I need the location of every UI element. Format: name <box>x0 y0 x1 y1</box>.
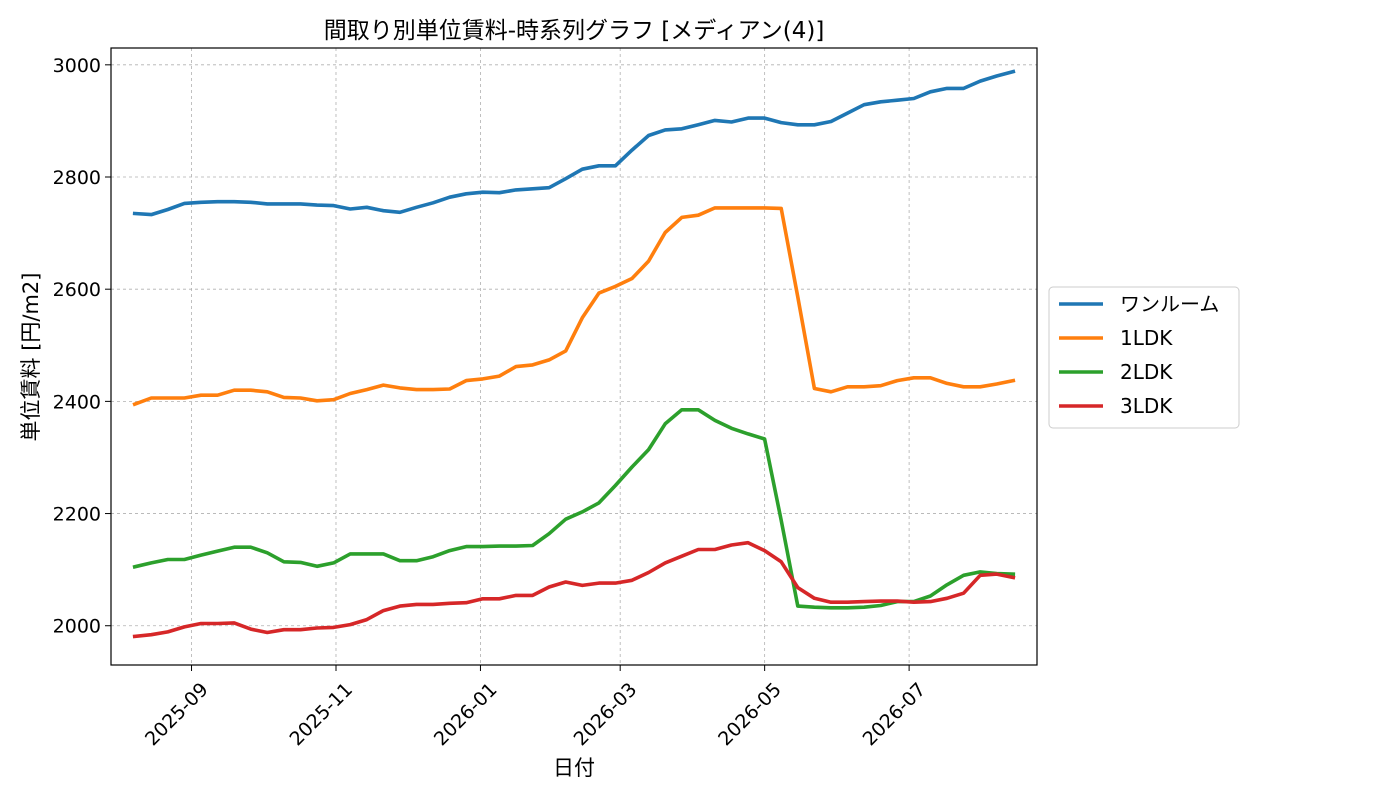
grid <box>111 48 1037 665</box>
series-line-3 <box>132 540 1016 639</box>
chart-title: 間取り別単位賃料-時系列グラフ [メディアン(4)] <box>324 18 825 44</box>
y-tick-label: 2000 <box>53 616 101 638</box>
legend-label: 2LDK <box>1120 360 1173 384</box>
series-line-0 <box>132 69 1016 217</box>
y-tick-label: 2600 <box>53 279 101 301</box>
series-lines <box>132 69 1016 639</box>
y-tick-label: 2400 <box>53 391 101 413</box>
y-tick-label: 2800 <box>53 167 101 189</box>
legend-label: 1LDK <box>1120 326 1173 350</box>
series-line-2 <box>132 407 1016 610</box>
y-axis-ticks: 2000 2200 2400 2600 2800 3000 <box>53 55 111 638</box>
legend: ワンルーム 1LDK 2LDK 3LDK <box>1048 286 1240 429</box>
y-axis-title: 単位賃料 [円/m2] <box>19 273 43 442</box>
legend-label: 3LDK <box>1120 394 1173 418</box>
y-tick-label: 2200 <box>53 504 101 526</box>
plot-frame <box>110 47 1038 666</box>
legend-label: ワンルーム <box>1120 292 1219 316</box>
y-tick-label: 3000 <box>53 55 101 77</box>
series-line-1 <box>132 206 1016 407</box>
x-axis-title: 日付 <box>553 756 595 780</box>
legend-box <box>1048 286 1240 429</box>
